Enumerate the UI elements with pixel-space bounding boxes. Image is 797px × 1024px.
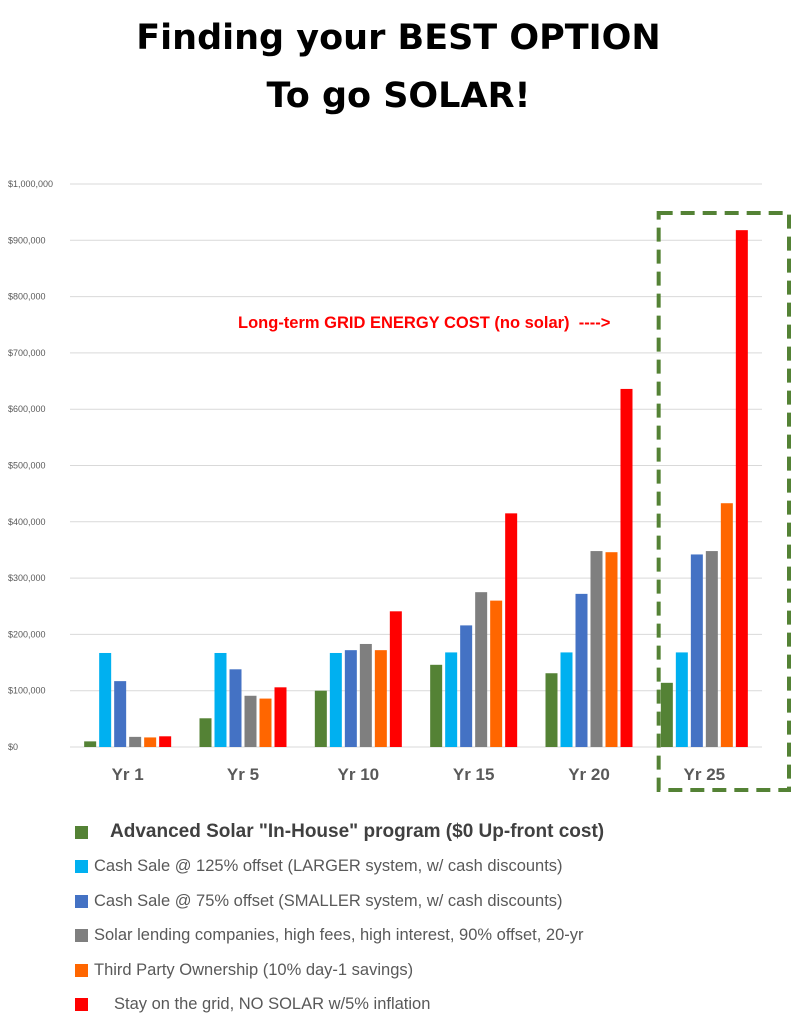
bar-4-4: [605, 552, 618, 747]
x-tick-label: Yr 15: [453, 765, 495, 784]
bar-1-5: [274, 687, 287, 747]
legend-item: Advanced Solar "In-House" program ($0 Up…: [75, 815, 604, 850]
y-tick-label: $0: [8, 742, 18, 752]
bar-1-0: [199, 718, 212, 747]
bar-0-3: [129, 736, 142, 747]
x-tick-label: Yr 25: [684, 765, 726, 784]
legend-label: Third Party Ownership (10% day-1 savings…: [94, 960, 414, 979]
bar-0-5: [159, 736, 172, 747]
y-tick-label: $500,000: [8, 461, 46, 471]
bar-3-0: [430, 664, 443, 747]
bar-0-1: [99, 652, 112, 747]
bar-3-5: [505, 513, 518, 747]
legend-label: Advanced Solar "In-House" program ($0 Up…: [110, 821, 605, 843]
legend-swatch: [75, 894, 88, 908]
y-tick-label: $600,000: [8, 404, 46, 414]
bar-5-0: [660, 682, 673, 747]
bar-2-5: [389, 611, 402, 747]
bar-5-1: [675, 652, 688, 747]
legend-label: Cash Sale @ 75% offset (SMALLER system, …: [94, 891, 563, 910]
highlight-box: [656, 211, 792, 792]
x-tick-label: Yr 20: [568, 765, 610, 784]
y-tick-label: $800,000: [8, 292, 46, 302]
bar-1-2: [229, 669, 242, 747]
bar-2-0: [314, 690, 327, 747]
bar-2-4: [374, 650, 387, 747]
bar-2-2: [344, 650, 357, 747]
bar-5-2: [690, 554, 703, 747]
bar-3-2: [460, 625, 473, 747]
legend-item: Stay on the grid, NO SOLAR w/5% inflatio…: [75, 988, 604, 1023]
legend-item: Cash Sale @ 125% offset (LARGER system, …: [75, 850, 604, 885]
legend-swatch: [75, 998, 88, 1012]
bar-5-3: [705, 551, 718, 747]
bar-1-4: [259, 698, 272, 747]
x-tick-label: Yr 10: [338, 765, 380, 784]
x-tick-label: Yr 1: [112, 765, 144, 784]
bar-0-4: [144, 737, 157, 747]
title-line-1: Finding your BEST OPTION: [136, 18, 661, 58]
bar-3-3: [475, 592, 488, 747]
bar-2-3: [359, 643, 372, 747]
bar-4-3: [590, 551, 603, 747]
bar-4-1: [560, 652, 573, 747]
bar-3-4: [490, 600, 503, 747]
y-tick-label: $300,000: [8, 573, 46, 583]
legend-item: Cash Sale @ 75% offset (SMALLER system, …: [75, 884, 604, 919]
y-tick-label: $400,000: [8, 517, 46, 527]
bar-4-2: [575, 593, 588, 747]
bar-1-3: [244, 695, 257, 747]
x-tick-label: Yr 5: [227, 765, 259, 784]
annotation-text: Long-term GRID ENERGY COST (no solar) --…: [238, 314, 610, 332]
bar-4-5: [620, 388, 633, 747]
bar-5-4: [720, 503, 733, 747]
legend-label: Solar lending companies, high fees, high…: [94, 926, 584, 945]
legend-swatch: [75, 860, 88, 874]
y-tick-label: $100,000: [8, 686, 46, 696]
legend-label: Cash Sale @ 125% offset (LARGER system, …: [94, 857, 563, 876]
bar-1-1: [214, 652, 227, 747]
legend-swatch: [75, 825, 88, 839]
legend-item: Third Party Ownership (10% day-1 savings…: [75, 953, 604, 988]
legend-item: Solar lending companies, high fees, high…: [75, 919, 604, 954]
y-tick-label: $700,000: [8, 348, 46, 358]
legend-swatch: [75, 963, 88, 977]
legend: Advanced Solar "In-House" program ($0 Up…: [75, 815, 604, 1022]
bar-5-5: [735, 230, 748, 747]
legend-label: Stay on the grid, NO SOLAR w/5% inflatio…: [114, 995, 431, 1014]
bar-3-1: [445, 652, 458, 747]
y-tick-label: $900,000: [8, 235, 46, 245]
title-line-2: To go SOLAR!: [266, 76, 531, 116]
y-tick-label: $1,000,000: [8, 179, 53, 189]
legend-swatch: [75, 929, 88, 943]
bar-0-0: [84, 741, 97, 747]
annotation-bg: [612, 312, 648, 342]
y-tick-label: $200,000: [8, 629, 46, 639]
bar-2-1: [329, 652, 342, 747]
bar-4-0: [545, 673, 558, 747]
bar-0-2: [114, 681, 127, 747]
